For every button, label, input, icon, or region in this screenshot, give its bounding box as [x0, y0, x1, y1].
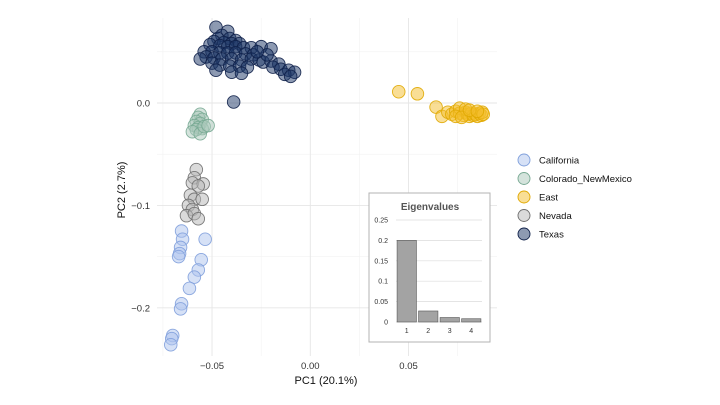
series-east — [391, 84, 490, 125]
legend-label: Nevada — [539, 211, 572, 222]
inset-bar — [439, 317, 460, 323]
legend-label: East — [539, 193, 558, 204]
data-point — [250, 45, 264, 59]
inset-y-ticks: 0 0.05 0.1 0.15 0.2 0.25 — [374, 218, 388, 327]
data-point — [193, 52, 207, 66]
data-point — [226, 95, 241, 109]
data-point — [234, 66, 249, 81]
eigenvalues-inset: Eigenvalues 0 0.05 0.1 0.15 0.2 0.25 1 2 3 4 — [368, 192, 491, 343]
inset-bar — [418, 310, 439, 323]
legend-label: Colorado_NewMexico — [539, 174, 632, 185]
x-tick-label: −0.05 — [200, 361, 224, 372]
inset-y-tick-label: 0.25 — [374, 218, 388, 225]
inset-y-tick-label: 0.1 — [378, 279, 388, 286]
data-point — [470, 104, 485, 118]
data-point — [195, 192, 209, 207]
inset-y-tick-label: 0.15 — [374, 258, 388, 265]
data-point — [164, 337, 178, 352]
legend-key — [517, 172, 531, 185]
data-point — [410, 87, 425, 101]
data-point — [201, 118, 215, 133]
data-point — [171, 249, 186, 264]
legend: California Colorado_NewMexico East Nevada Te… — [517, 153, 632, 241]
data-point — [198, 232, 212, 246]
legend-key — [517, 209, 531, 222]
y-tick-label: −0.1 — [131, 201, 150, 212]
y-tick-label: −0.2 — [131, 303, 150, 314]
data-point — [187, 270, 202, 284]
data-point — [283, 69, 298, 84]
series-texas — [193, 20, 302, 109]
inset-y-tick-label: 0.05 — [374, 299, 388, 306]
legend-key — [517, 190, 531, 204]
inset-x-tick-label: 3 — [448, 328, 452, 335]
data-point — [191, 179, 206, 193]
inset-x-tick-label: 4 — [469, 328, 473, 335]
y-tick-label: 0.0 — [137, 99, 150, 110]
y-axis-title: PC2 (2.7%) — [116, 162, 128, 219]
y-axis-ticks: −0.2 −0.1 0.0 — [131, 99, 150, 315]
x-axis-ticks: −0.05 0.00 0.05 — [200, 361, 418, 372]
x-tick-label: 0.00 — [301, 361, 320, 372]
inset-x-ticks: 1 2 3 4 — [405, 328, 474, 335]
inset-bar — [396, 240, 417, 323]
series-nevada — [179, 162, 210, 226]
legend-key — [517, 227, 531, 241]
legend-key — [517, 153, 531, 167]
inset-title: Eigenvalues — [401, 202, 460, 213]
data-point — [173, 302, 188, 316]
series-california — [164, 224, 212, 352]
legend-label: Texas — [539, 230, 564, 241]
data-point — [191, 212, 206, 226]
data-point — [209, 63, 223, 77]
inset-x-tick-label: 1 — [405, 328, 409, 335]
inset-bars — [396, 240, 482, 323]
scatter-points — [164, 20, 490, 352]
legend-label: California — [539, 156, 580, 167]
data-point — [391, 84, 406, 99]
data-point — [182, 281, 197, 296]
inset-y-tick-label: 0.2 — [378, 238, 388, 245]
inset-bar — [461, 318, 482, 323]
inset-x-tick-label: 2 — [426, 328, 430, 335]
inset-y-tick-label: 0 — [384, 320, 388, 327]
x-axis-title: PC1 (20.1%) — [295, 375, 358, 387]
series-colorado_newmexico — [185, 107, 215, 141]
x-tick-label: 0.05 — [399, 361, 418, 372]
